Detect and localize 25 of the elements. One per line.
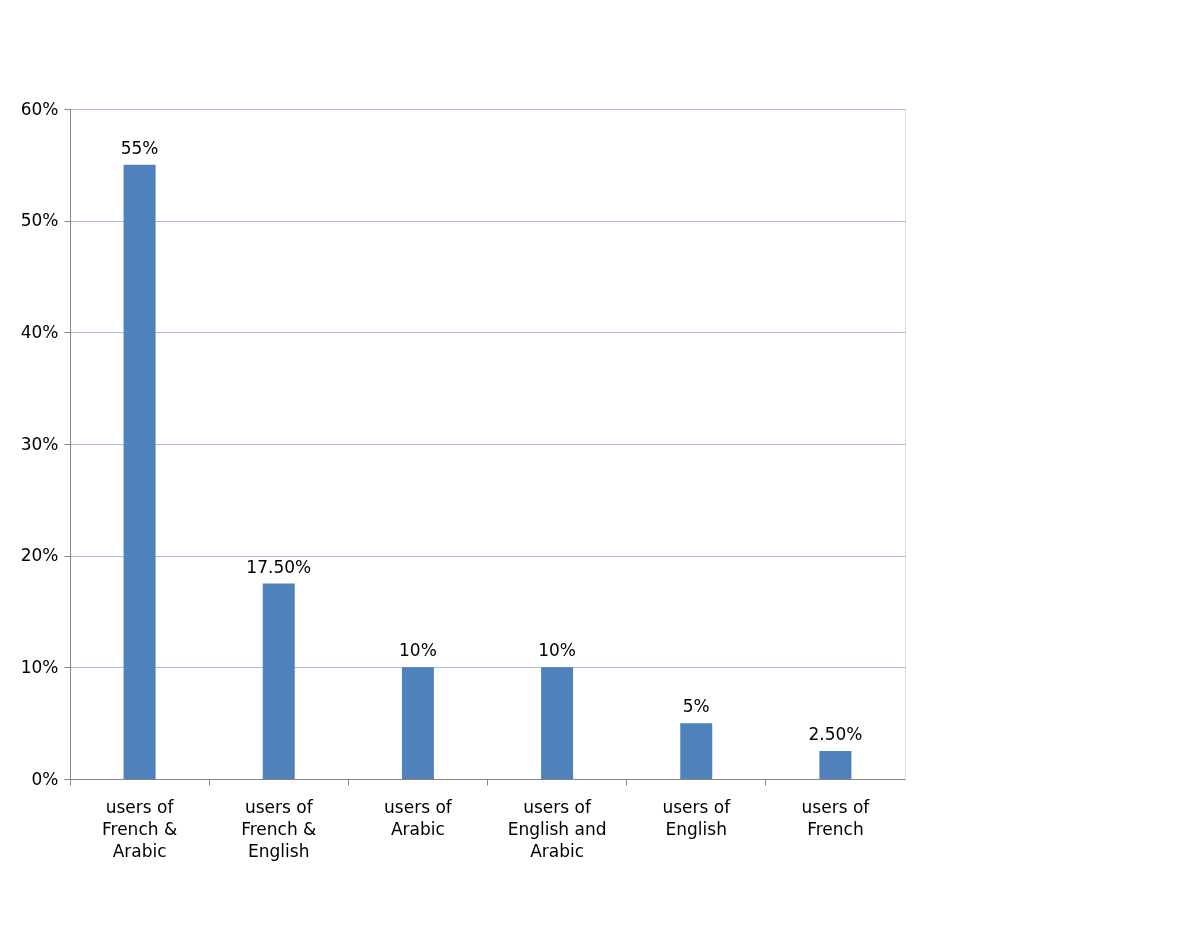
data-label: 10%: [538, 640, 576, 661]
x-tick-label: users of French: [801, 796, 871, 839]
data-label: 55%: [120, 137, 159, 158]
bar: [401, 667, 434, 779]
data-label: 17.50%: [246, 556, 312, 577]
bar: [123, 164, 156, 779]
x-tick-label: users of English and Arabic: [507, 796, 607, 861]
y-tick-label: 20%: [20, 545, 59, 566]
x-tick-label: users of Arabic: [384, 796, 453, 839]
y-tick-label: 10%: [20, 656, 59, 677]
x-tick-label: users of French & Arabic: [102, 796, 178, 861]
bar: [262, 583, 295, 779]
x-tick-label: users of French & English: [241, 796, 317, 861]
bar: [819, 751, 852, 779]
y-tick-label: 60%: [20, 98, 59, 119]
x-tick-label: users of English: [662, 796, 732, 839]
data-label: 10%: [399, 640, 437, 661]
data-label: 5%: [682, 696, 710, 717]
y-tick-label: 40%: [20, 321, 59, 342]
data-label: 2.50%: [808, 724, 863, 745]
y-tick-label: 50%: [20, 210, 59, 231]
bar: [680, 723, 713, 779]
y-tick-label: 30%: [20, 433, 59, 454]
bar: [541, 667, 574, 779]
y-tick-label: 0%: [31, 768, 59, 789]
